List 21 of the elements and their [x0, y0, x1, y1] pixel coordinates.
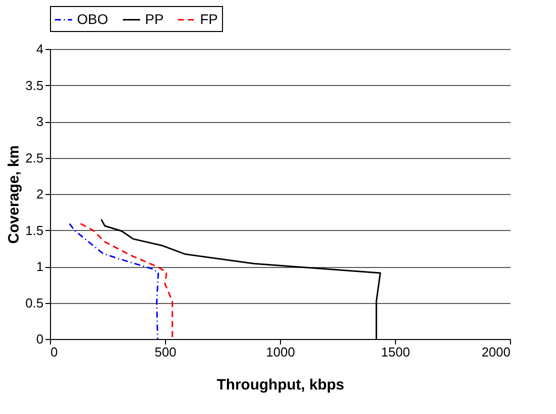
legend-label: FP: [200, 10, 218, 27]
x-tick-label: 0: [50, 344, 58, 360]
legend-label: OBO: [77, 10, 108, 27]
y-tick-label: 2: [36, 186, 44, 202]
x-tick-label: 1500: [381, 344, 410, 360]
x-tick-label: 1000: [266, 344, 295, 360]
y-axis-title: Coverage, km: [5, 145, 22, 244]
y-tick-label: 0: [36, 332, 44, 346]
y-tick-label: 1.5: [25, 222, 44, 238]
line-series: [80, 222, 174, 340]
y-tick-label: 3: [36, 114, 44, 129]
x-tick-label: 2000: [482, 344, 510, 360]
line-series: [68, 222, 160, 340]
x-axis-title: Throughput, kbps: [216, 376, 344, 394]
y-tick-label: 3.5: [25, 78, 44, 93]
y-tick-label: 0.5: [25, 295, 44, 310]
x-tick-label: 500: [154, 344, 176, 360]
y-tick-label: 2.5: [25, 150, 44, 166]
y-tick-label: 1: [36, 259, 44, 274]
y-tick-label: 4: [36, 42, 44, 56]
legend-label: PP: [145, 10, 164, 27]
